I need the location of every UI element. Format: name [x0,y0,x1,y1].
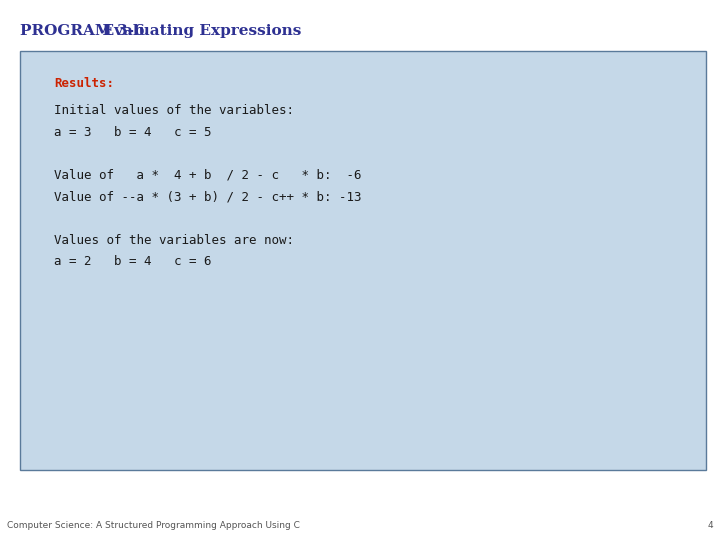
Text: Computer Science: A Structured Programming Approach Using C: Computer Science: A Structured Programmi… [7,521,300,530]
FancyBboxPatch shape [20,51,706,470]
Text: Value of --a * (3 + b) / 2 - c++ * b: -13: Value of --a * (3 + b) / 2 - c++ * b: -1… [54,191,361,204]
Text: Evaluating Expressions: Evaluating Expressions [92,24,302,38]
Text: Results:: Results: [54,77,114,90]
Text: PROGRAM 3-6: PROGRAM 3-6 [20,24,145,38]
Text: Values of the variables are now:: Values of the variables are now: [54,234,294,247]
Text: Initial values of the variables:: Initial values of the variables: [54,104,294,117]
Text: 4: 4 [707,521,713,530]
Text: a = 2   b = 4   c = 6: a = 2 b = 4 c = 6 [54,255,212,268]
Text: Value of   a *  4 + b  / 2 - c   * b:  -6: Value of a * 4 + b / 2 - c * b: -6 [54,169,361,182]
Text: a = 3   b = 4   c = 5: a = 3 b = 4 c = 5 [54,126,212,139]
